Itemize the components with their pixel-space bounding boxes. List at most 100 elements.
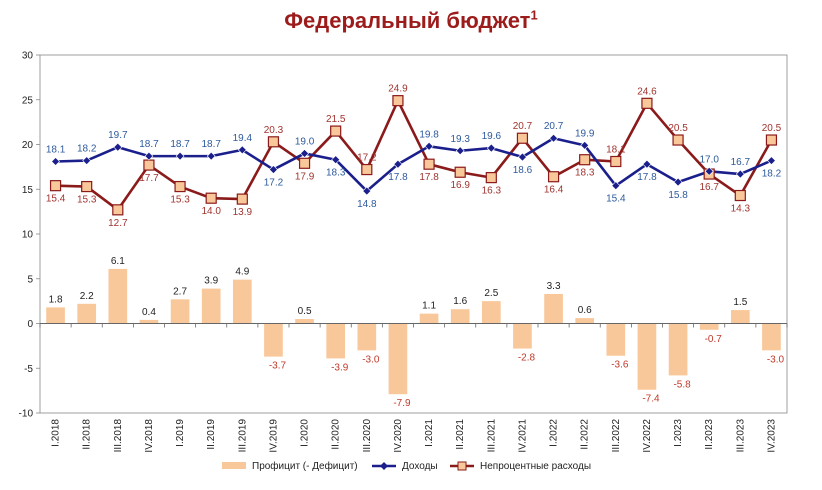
- revenue-label: 19.3: [450, 134, 470, 145]
- surplus-label: 1.8: [49, 294, 63, 305]
- expenses-point: [485, 172, 497, 184]
- chart-title: Федеральный бюджет1: [0, 8, 822, 34]
- expenses-label: 16.3: [482, 186, 502, 197]
- category-label: I.2023: [673, 419, 684, 447]
- expenses-point: [734, 189, 746, 202]
- surplus-label: -7.4: [642, 394, 660, 405]
- surplus-bar: [730, 310, 750, 324]
- surplus-bar: [108, 268, 128, 324]
- category-label: I.2018: [51, 419, 62, 447]
- expenses-label: 16.9: [450, 180, 470, 191]
- revenue-point: [331, 155, 341, 165]
- revenue-label: 18.7: [170, 139, 190, 150]
- revenue-point: [175, 151, 185, 161]
- surplus-bar: [77, 303, 97, 324]
- surplus-label: 2.2: [80, 291, 94, 302]
- category-label: III.2019: [237, 419, 248, 453]
- expenses-label: 20.3: [264, 125, 284, 136]
- surplus-bar: [699, 323, 719, 330]
- expenses-point: [330, 125, 342, 137]
- category-label: I.2019: [175, 419, 186, 447]
- surplus-label: -3.0: [767, 354, 785, 365]
- expenses-label: 14.3: [731, 204, 751, 215]
- surplus-bar: [419, 313, 439, 324]
- revenue-point: [362, 186, 372, 196]
- revenue-label: 18.3: [326, 168, 346, 179]
- surplus-bar: [450, 309, 470, 324]
- y-tick-label: 20: [22, 140, 34, 151]
- y-tick-label: 5: [27, 274, 33, 285]
- expenses-label: 24.6: [637, 86, 657, 97]
- surplus-label: -3.0: [362, 354, 380, 365]
- category-label: I.2020: [300, 419, 311, 447]
- surplus-bar: [139, 319, 159, 324]
- expenses-point: [205, 192, 217, 204]
- expenses-label: 20.7: [513, 121, 533, 132]
- chart-title-text: Федеральный бюджет: [284, 8, 531, 33]
- category-label: II.2023: [704, 419, 715, 450]
- category-label: I.2022: [549, 419, 560, 447]
- surplus-bar: [326, 323, 346, 359]
- surplus-bar: [606, 323, 626, 356]
- revenue-point: [549, 133, 558, 143]
- revenue-label: 19.4: [233, 133, 253, 144]
- surplus-label: 1.1: [422, 301, 436, 312]
- expenses-point: [672, 134, 684, 146]
- expenses-label: 12.7: [108, 218, 128, 229]
- revenue-label: 19.6: [482, 131, 502, 142]
- surplus-bar: [357, 323, 377, 351]
- category-label: II.2021: [455, 419, 466, 450]
- revenue-line: [55, 136, 772, 193]
- revenue-label: 17.8: [637, 172, 657, 183]
- revenue-label: 18.7: [201, 139, 221, 150]
- revenue-label: 19.9: [575, 128, 595, 139]
- expenses-point: [49, 180, 62, 192]
- category-label: IV.2020: [393, 419, 404, 453]
- surplus-label: -3.9: [331, 362, 349, 373]
- expenses-label: 14.0: [201, 206, 221, 217]
- category-label: IV.2018: [144, 419, 155, 453]
- legend-surplus-swatch: [222, 462, 246, 469]
- revenue-point: [611, 181, 621, 191]
- expenses-point: [298, 157, 311, 169]
- expenses-label: 17.7: [139, 173, 159, 184]
- y-tick-label: -5: [24, 364, 33, 375]
- surplus-label: 3.9: [204, 276, 218, 287]
- revenue-point: [51, 157, 60, 166]
- revenue-point: [455, 146, 465, 156]
- surplus-bar: [762, 323, 781, 351]
- category-label: II.2020: [331, 419, 342, 450]
- category-label: III.2018: [113, 419, 124, 453]
- surplus-label: 0.4: [142, 307, 156, 318]
- revenue-point: [735, 169, 745, 179]
- surplus-bar: [637, 323, 657, 390]
- expenses-label: 15.3: [170, 195, 190, 206]
- category-label: IV.2021: [517, 419, 528, 453]
- surplus-label: 0.5: [298, 306, 312, 317]
- revenue-label: 20.7: [544, 121, 564, 132]
- revenue-point: [237, 145, 247, 155]
- y-tick-label: -10: [19, 409, 34, 420]
- expenses-label: 15.3: [77, 195, 97, 206]
- legend-revenue-label: Доходы: [402, 461, 438, 472]
- expenses-label: 17.2: [357, 153, 377, 164]
- revenue-label: 17.8: [388, 172, 408, 183]
- expenses-label: 17.9: [295, 171, 315, 182]
- surplus-label: 6.1: [111, 256, 125, 267]
- revenue-point: [393, 159, 403, 169]
- revenue-point: [518, 152, 527, 162]
- surplus-label: -3.7: [269, 361, 287, 372]
- revenue-label: 15.8: [668, 190, 688, 201]
- surplus-label: -7.9: [393, 398, 411, 409]
- category-label: II.2022: [580, 419, 591, 450]
- expenses-label: 18.3: [575, 168, 595, 179]
- surplus-label: -0.7: [705, 334, 723, 345]
- expenses-point: [267, 136, 280, 148]
- expenses-point: [392, 95, 404, 107]
- revenue-point: [642, 159, 652, 169]
- category-label: II.2019: [206, 419, 217, 450]
- revenue-label: 16.7: [731, 157, 751, 168]
- title-footnote: 1: [530, 7, 538, 23]
- revenue-point: [767, 156, 776, 166]
- surplus-bar: [264, 323, 283, 357]
